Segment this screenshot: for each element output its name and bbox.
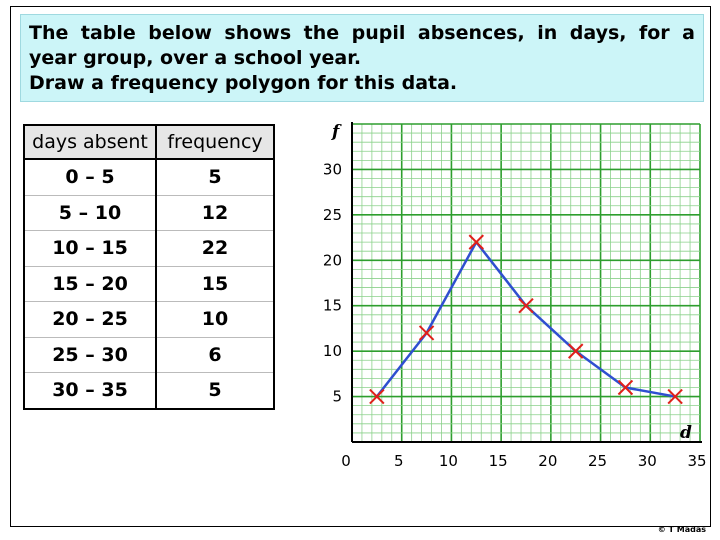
x-tick-label: 30 [638,452,657,470]
x-tick-label: 35 [687,452,706,470]
table-row: 25 – 30 6 [23,337,275,373]
y-tick-label: 15 [323,297,342,315]
x-tick-label: 20 [538,452,557,470]
table-row: 30 – 35 5 [23,372,275,410]
cell-interval: 15 – 20 [23,266,157,302]
cell-frequency: 5 [156,372,275,410]
y-tick-label: 25 [323,206,342,224]
data-point-marker [518,298,534,314]
cell-frequency: 5 [156,159,275,196]
data-point-marker [667,388,683,405]
tick-labels: 0 5 10 15 20 25 30 35 5 10 15 20 25 30 [323,160,707,470]
x-tick-label: 10 [439,452,458,470]
y-axis-label: f [331,122,342,142]
table-row: 10 – 15 22 [23,230,275,267]
data-point-marker [617,379,634,396]
x-tick-label: 15 [489,452,508,470]
table-header-row: days absent frequency [23,124,275,160]
marker-stroke [369,388,385,405]
cell-interval: 20 – 25 [23,301,157,338]
cell-frequency: 12 [156,195,275,231]
table-row: 20 – 25 10 [23,301,275,338]
y-tick-label: 30 [323,160,342,178]
y-tick-label: 20 [323,251,342,269]
marker-stroke [468,234,484,250]
cell-frequency: 10 [156,301,275,338]
cell-interval: 10 – 15 [23,230,157,267]
marker-stroke [568,343,584,359]
question-line-2: year group, over a school year. [29,47,362,69]
table-row: 15 – 20 15 [23,266,275,302]
question-line-1: The table below shows the pupil absences… [29,22,695,44]
x-tick-label: 0 [341,452,351,470]
table-row: 5 – 10 12 [23,195,275,231]
question-box: The table below shows the pupil absences… [20,14,704,102]
cell-interval: 5 – 10 [23,195,157,231]
cell-frequency: 6 [156,337,275,373]
question-line-3: Draw a frequency polygon for this data. [29,72,458,94]
chart-axes [351,122,702,443]
cell-interval: 30 – 35 [23,372,157,410]
data-point-marker [418,325,435,341]
header-frequency: frequency [155,124,275,160]
x-tick-label: 5 [394,452,404,470]
marker-stroke [667,388,683,405]
y-tick-label: 5 [332,388,342,406]
marker-stroke [617,379,634,396]
cell-interval: 0 – 5 [23,159,157,196]
data-point-marker [568,343,584,359]
x-tick-label: 25 [588,452,607,470]
marker-stroke [418,325,435,341]
y-tick-label: 10 [323,342,342,360]
marker-stroke [518,298,534,314]
data-point-marker [369,388,385,405]
graph-paper-grid [351,123,701,443]
polygon-series [369,234,683,405]
x-axis-label: d [680,423,692,443]
header-days-absent: days absent [23,124,157,160]
credit-text: © T Madas [657,525,706,534]
cell-interval: 25 – 30 [23,337,157,373]
data-point-marker [468,234,484,250]
cell-frequency: 22 [156,230,275,267]
cell-frequency: 15 [156,266,275,302]
